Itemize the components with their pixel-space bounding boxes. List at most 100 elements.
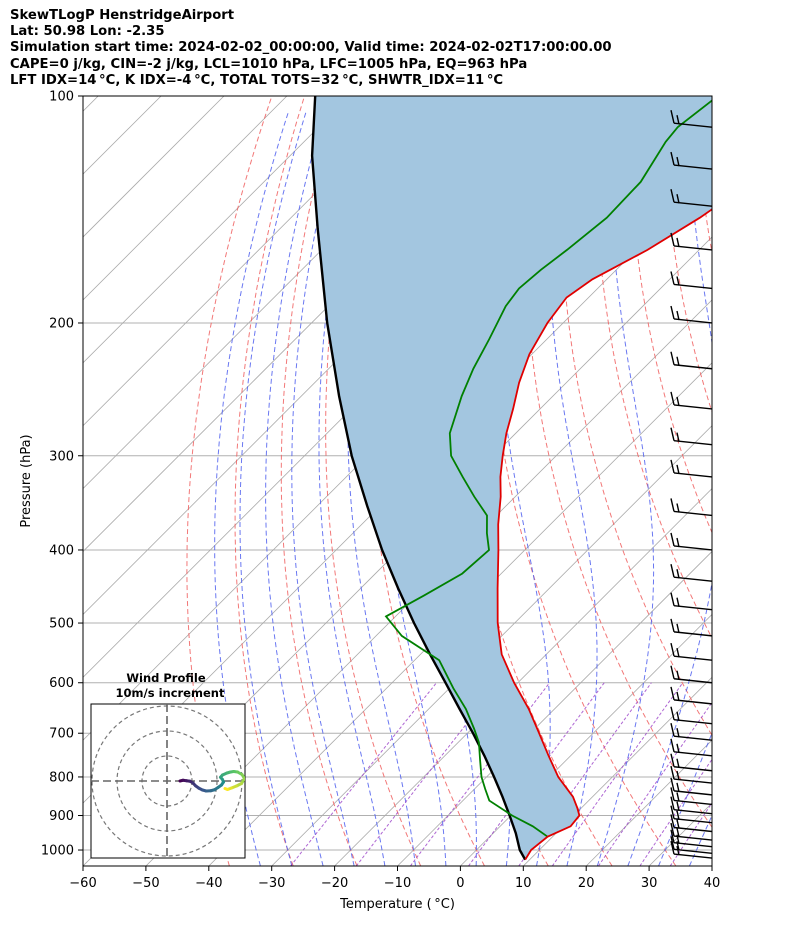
hodograph-title: Wind Profile	[126, 671, 206, 685]
hodograph-subtitle: 10m/s increment	[116, 686, 225, 700]
wind-barb	[670, 427, 712, 446]
wind-barb-flag	[670, 151, 675, 166]
moist-adiabat-line	[291, 111, 355, 866]
wind-barb-flag	[670, 459, 675, 474]
mixing-ratio-line	[597, 701, 712, 866]
wind-barb-flag	[676, 782, 680, 793]
wind-barb-flag	[676, 194, 680, 204]
moist-adiabat-line	[658, 731, 712, 866]
wind-barb-flag	[670, 427, 675, 441]
wind-barb-shaft	[673, 283, 712, 290]
wind-barb	[670, 796, 712, 815]
dry-adiabat-line	[761, 96, 794, 866]
wind-barb	[670, 814, 712, 833]
x-tick-label: −10	[384, 876, 411, 891]
wind-barb-shaft	[673, 853, 712, 859]
wind-barb-flag	[670, 305, 675, 320]
wind-barb-flag	[670, 738, 675, 752]
y-tick-label: 800	[49, 770, 74, 785]
wind-barb-flag	[670, 110, 675, 124]
wind-barb-flag	[676, 156, 680, 167]
wind-barb-flag	[676, 845, 680, 856]
wind-barb-shaft	[673, 826, 712, 833]
moist-adiabat-line	[627, 111, 712, 866]
wind-barb	[670, 232, 712, 251]
wind-barb-flag	[676, 115, 680, 125]
wind-barb	[670, 805, 712, 824]
wind-barb-flag	[670, 592, 675, 606]
wind-barb	[670, 110, 712, 128]
isotherm-line	[83, 96, 288, 301]
wind-barb-flag	[670, 642, 675, 657]
wind-barb-flag	[670, 753, 675, 767]
wind-barb-flag	[676, 623, 680, 634]
x-tick-label: −20	[321, 876, 348, 891]
wind-barb-flag	[670, 787, 675, 801]
header-location: Lat: 50.98 Lon: -2.35	[10, 24, 165, 40]
moist-adiabat-line	[318, 111, 386, 866]
wind-barb-shaft	[673, 678, 712, 684]
mixing-ratio-line	[518, 682, 652, 866]
mixing-ratio-line	[290, 682, 437, 866]
wind-barb-shaft	[673, 799, 712, 806]
mixing-ratio-line	[468, 682, 605, 866]
wind-barb-flag	[670, 189, 675, 203]
wind-barb-shaft	[673, 439, 712, 446]
wind-barb-flag	[670, 351, 675, 365]
wind-barb-shaft	[673, 576, 712, 582]
wind-barb	[670, 777, 712, 796]
wind-barb-flag	[676, 792, 680, 802]
wind-barb-flag	[670, 796, 675, 810]
wind-barb-flag	[676, 711, 680, 721]
wind-barb-flag	[676, 691, 680, 702]
wind-barb	[670, 753, 712, 772]
wind-barb-flag	[670, 618, 675, 633]
wind-barb	[670, 391, 712, 410]
header-station-title: SkewTLogP HenstridgeAirport	[10, 8, 235, 23]
mixing-ratio-line	[639, 758, 712, 866]
wind-barb-shaft	[673, 766, 712, 772]
wind-barb-flag	[676, 432, 680, 442]
wind-barb-flag	[676, 743, 680, 753]
wind-barb-shaft	[673, 735, 712, 741]
wind-barb-flag	[676, 770, 680, 781]
wind-barb-shaft	[673, 604, 712, 611]
wind-barb-flag	[676, 810, 680, 820]
wind-barb-shaft	[673, 201, 712, 207]
isotherm-line	[711, 865, 712, 866]
wind-barb	[670, 665, 712, 684]
dry-adiabat-line	[280, 96, 358, 866]
wind-barb-flag	[670, 829, 675, 843]
mixing-ratio-line	[355, 682, 499, 866]
wind-barb	[670, 351, 712, 370]
wind-barb-shaft	[673, 245, 712, 251]
temperature-line	[496, 208, 712, 861]
wind-barb	[670, 738, 712, 757]
y-tick-label: 200	[49, 316, 74, 331]
y-tick-label: 600	[49, 676, 74, 691]
wind-barb-flag	[670, 665, 675, 679]
wind-barb	[670, 642, 712, 661]
x-tick-label: 10	[515, 876, 532, 891]
wind-barb-shaft	[673, 848, 712, 854]
x-tick-label: −40	[195, 876, 222, 891]
x-tick-label: 30	[641, 876, 658, 891]
y-tick-label: 900	[49, 809, 74, 824]
moist-adiabat-line	[720, 112, 794, 866]
isotherm-line	[334, 488, 712, 866]
wind-barb-shaft	[673, 699, 712, 705]
isotherm-line	[208, 362, 712, 866]
y-tick-label: 400	[49, 543, 74, 558]
wind-barb-flag	[670, 498, 675, 512]
wind-barb-flag	[670, 805, 675, 819]
wind-barb-shaft	[673, 364, 712, 370]
wind-barb-flag	[670, 532, 675, 547]
moist-adiabat-line	[265, 111, 325, 866]
wind-barb	[670, 498, 712, 517]
y-tick-label: 100	[49, 90, 74, 105]
wind-barb-flag	[676, 537, 680, 548]
wind-barb-flag	[676, 237, 680, 248]
wind-barb-shaft	[673, 719, 712, 725]
